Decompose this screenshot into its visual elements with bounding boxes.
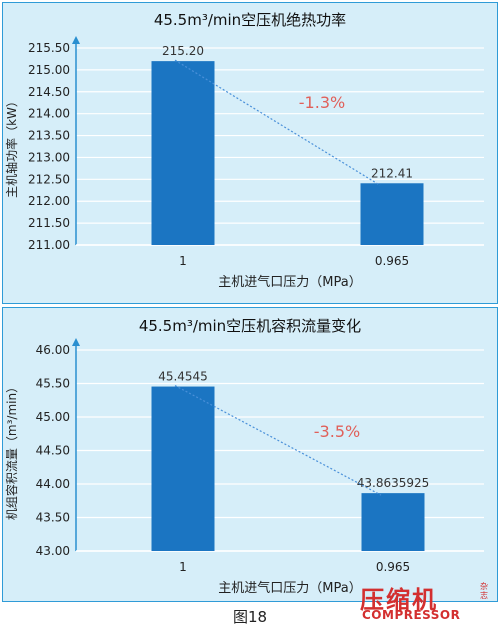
y-tick-label: 215.00 [28, 63, 70, 77]
y-axis-label: 主机轴功率（kW） [4, 95, 19, 198]
bar [151, 61, 215, 246]
bar-value-label: 45.4545 [158, 370, 208, 384]
x-tick-label: 1 [179, 254, 187, 268]
y-tick-label: 211.00 [28, 238, 70, 252]
logo-text-en: COMPRESSOR [362, 608, 461, 622]
chart-panel-flow: 45.5m³/min空压机容积流量变化 43.00 43.50 44.00 44.50 4… [0, 305, 500, 605]
bar [361, 493, 425, 551]
y-axis-arrow [72, 338, 80, 346]
x-tick-label: 0.965 [375, 254, 409, 268]
y-tick-label: 45.50 [36, 377, 70, 391]
y-tick-label: 213.00 [28, 150, 70, 164]
bar-value-label: 215.20 [162, 44, 204, 58]
figure-caption: 图18 [232, 608, 268, 626]
x-axis-label: 主机进气口压力（MPa） [218, 580, 361, 596]
logo-text-small: 杂志 [480, 582, 488, 600]
y-axis-label: 机组容积流量（m³/min） [4, 381, 19, 520]
y-tick-label: 45.00 [36, 410, 70, 424]
logo-text-cn: 压缩机 [360, 586, 438, 614]
bar-value-label: 43.8635925 [357, 476, 430, 490]
y-tick-label: 44.50 [36, 444, 70, 458]
chart-frame [2, 307, 498, 602]
bar [151, 386, 215, 551]
x-tick-label: 0.965 [376, 560, 410, 574]
bar [360, 183, 424, 245]
y-tick-label: 213.50 [28, 129, 70, 143]
chart-flow-svg: 45.5m³/min空压机容积流量变化 43.00 43.50 44.00 44.50 4… [4, 317, 484, 596]
y-tick-label: 44.00 [36, 477, 70, 491]
chart-title: 45.5m³/min空压机绝热功率 [154, 11, 346, 29]
y-tick-label: 46.00 [36, 343, 70, 357]
trend-line [174, 59, 381, 186]
x-axis-label: 主机进气口压力（MPa） [218, 274, 361, 290]
chart-frame [2, 2, 498, 304]
y-tick-label: 215.50 [28, 41, 70, 55]
y-tick-label: 43.00 [36, 544, 70, 558]
y-tick-label: 211.50 [28, 216, 70, 230]
x-tick-label: 1 [179, 560, 187, 574]
trend-line [174, 385, 382, 496]
y-tick-label: 214.00 [28, 107, 70, 121]
bar-value-label: 212.41 [371, 166, 413, 180]
y-tick-label: 212.00 [28, 194, 70, 208]
chart-title: 45.5m³/min空压机容积流量变化 [139, 317, 361, 335]
y-tick-label: 214.50 [28, 85, 70, 99]
compressor-logo: 压缩机 COMPRESSOR 杂志 [360, 580, 492, 624]
change-percent-label: -3.5% [314, 422, 360, 441]
y-axis-arrow [72, 36, 80, 44]
y-tick-label: 43.50 [36, 511, 70, 525]
y-tick-label: 212.50 [28, 172, 70, 186]
chart-power-svg: 45.5m³/min空压机绝热功率 211.00 211.50 212.00 212.5… [4, 11, 484, 290]
change-percent-label: -1.3% [299, 93, 345, 112]
chart-panel-power: 45.5m³/min空压机绝热功率 211.00 211.50 212.00 212.5… [0, 0, 500, 304]
